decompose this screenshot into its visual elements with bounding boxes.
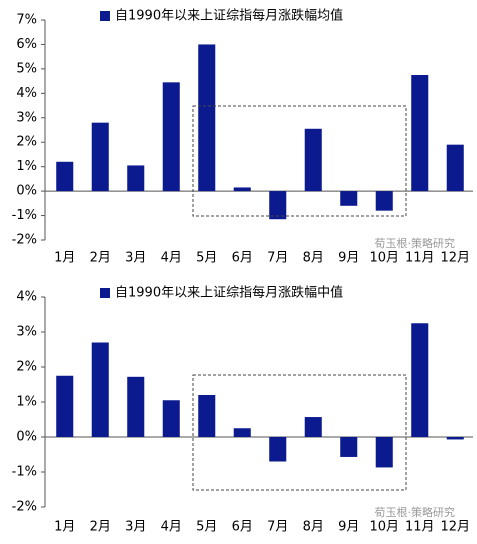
x-tick-label: 2月 xyxy=(90,520,111,535)
x-tick-label: 7月 xyxy=(267,251,288,266)
x-tick-label: 7月 xyxy=(267,520,288,535)
bar xyxy=(446,437,464,440)
bar xyxy=(162,400,180,437)
x-tick-label: 6月 xyxy=(232,520,253,535)
y-tick-label: -1% xyxy=(12,208,37,223)
y-tick-label: -2% xyxy=(12,233,37,248)
x-tick-label: 1月 xyxy=(54,251,75,266)
bar xyxy=(340,437,358,457)
legend-marker xyxy=(100,11,110,21)
x-tick-label: 2月 xyxy=(90,251,111,266)
y-tick-label: 7% xyxy=(16,13,37,28)
y-tick-label: 1% xyxy=(16,159,37,174)
bar xyxy=(233,187,251,192)
bar xyxy=(446,144,464,192)
y-tick-label: -1% xyxy=(12,465,37,480)
bar xyxy=(269,191,287,220)
x-tick-label: 4月 xyxy=(161,251,182,266)
x-tick-label: 8月 xyxy=(303,520,324,535)
bar xyxy=(304,128,322,192)
bar xyxy=(162,82,180,192)
y-tick-label: 6% xyxy=(16,37,37,52)
x-tick-label: 9月 xyxy=(338,520,359,535)
bar xyxy=(127,165,145,192)
bar xyxy=(198,395,216,437)
bar xyxy=(127,376,145,437)
x-tick-label: 4月 xyxy=(161,520,182,535)
y-tick-label: 3% xyxy=(16,325,37,340)
x-tick-label: 10月 xyxy=(369,251,399,266)
bar xyxy=(411,75,429,192)
watermark: 荀玉根·策略研究 xyxy=(375,236,456,250)
x-tick-label: 1月 xyxy=(54,520,75,535)
x-tick-label: 3月 xyxy=(125,251,146,266)
bar xyxy=(198,44,216,192)
bar xyxy=(56,161,74,192)
bar xyxy=(340,191,358,206)
y-tick-label: 0% xyxy=(16,184,37,199)
y-tick-label: 2% xyxy=(16,135,37,150)
y-tick-label: 4% xyxy=(16,86,37,101)
x-tick-label: 5月 xyxy=(196,251,217,266)
bar xyxy=(233,428,251,437)
highlight-box xyxy=(192,105,407,217)
x-tick-label: 12月 xyxy=(440,251,470,266)
x-tick-label: 5月 xyxy=(196,520,217,535)
bar xyxy=(91,342,109,437)
y-tick-label: 0% xyxy=(16,430,37,445)
bar xyxy=(375,437,393,468)
bar xyxy=(91,122,109,192)
x-tick-label: 9月 xyxy=(338,251,359,266)
x-tick-label: 11月 xyxy=(405,251,435,266)
y-tick-label: 1% xyxy=(16,395,37,410)
x-tick-label: 6月 xyxy=(232,251,253,266)
y-tick-label: 4% xyxy=(16,290,37,305)
bar xyxy=(56,375,74,437)
bar xyxy=(375,191,393,211)
y-tick-label: 3% xyxy=(16,110,37,125)
x-tick-label: 3月 xyxy=(125,520,146,535)
y-tick-label: -2% xyxy=(12,500,37,515)
y-tick-label: 5% xyxy=(16,61,37,76)
x-tick-label: 12月 xyxy=(440,520,470,535)
x-tick-label: 10月 xyxy=(369,520,399,535)
bar xyxy=(304,417,322,437)
bar xyxy=(269,437,287,462)
y-tick-label: 2% xyxy=(16,360,37,375)
x-tick-label: 8月 xyxy=(303,251,324,266)
watermark: 荀玉根·策略研究 xyxy=(375,505,456,519)
bar xyxy=(411,323,429,437)
legend-label: 自1990年以来上证综指每月涨跌幅均值 xyxy=(115,8,343,24)
legend-marker xyxy=(100,288,110,298)
highlight-box xyxy=(192,374,407,491)
legend-label: 自1990年以来上证综指每月涨跌幅中值 xyxy=(115,285,343,301)
x-tick-label: 11月 xyxy=(405,520,435,535)
